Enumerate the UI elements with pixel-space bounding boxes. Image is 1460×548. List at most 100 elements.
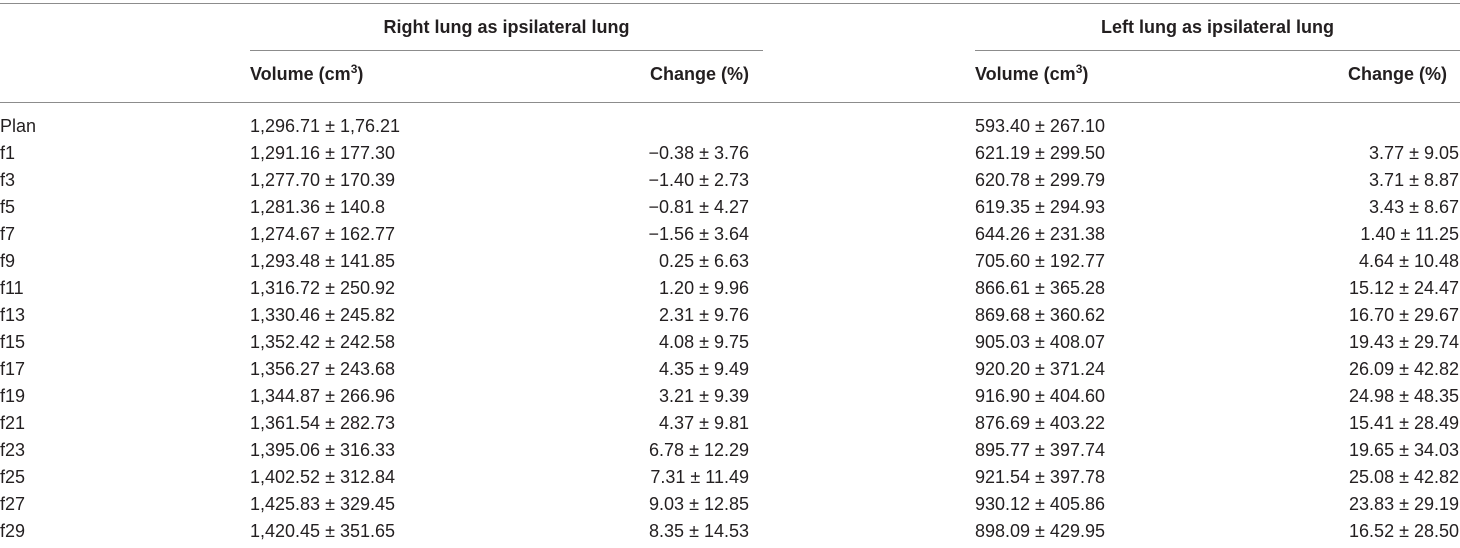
right-change-cell: −0.81 ± 4.27: [648, 197, 749, 217]
group-underline-right: [250, 50, 763, 51]
table-row: f11 1,316.72 ± 250.92 1.20 ± 9.96 866.61 ± …: [0, 276, 1460, 303]
row-label: f11: [0, 278, 24, 298]
group-header-left-lung: Left lung as ipsilateral lung: [1100, 17, 1335, 37]
right-volume-cell: 1,293.48 ± 141.85: [250, 251, 396, 271]
table-body: Plan 1,296.71 ± 1,76.21 593.40 ± 267.10 f1 1…: [0, 114, 1460, 546]
left-change-cell: 25.08 ± 42.82: [1349, 467, 1459, 487]
table-row: f3 1,277.70 ± 170.39 −1.40 ± 2.73 620.78 ± …: [0, 168, 1460, 195]
left-change-cell: 19.43 ± 29.74: [1349, 332, 1459, 352]
left-change-cell: 3.43 ± 8.67: [1369, 197, 1459, 217]
left-change-cell: 3.77 ± 9.05: [1369, 143, 1459, 163]
right-change-cell: 4.35 ± 9.49: [659, 359, 749, 379]
left-change-cell: 3.71 ± 8.87: [1369, 170, 1459, 190]
left-change-cell: 23.83 ± 29.19: [1349, 494, 1459, 514]
right-volume-cell: 1,402.52 ± 312.84: [250, 467, 396, 487]
left-change-cell: 19.65 ± 34.03: [1349, 440, 1459, 460]
table-row: f29 1,420.45 ± 351.65 8.35 ± 14.53 898.09 ±…: [0, 519, 1460, 546]
row-label: f19: [0, 386, 26, 406]
row-label: f13: [0, 305, 26, 325]
left-volume-cell: 920.20 ± 371.24: [975, 359, 1105, 379]
column-header-right-change: Change (%): [650, 64, 749, 84]
right-volume-cell: 1,316.72 ± 250.92: [250, 278, 396, 298]
left-volume-cell: 593.40 ± 267.10: [975, 116, 1105, 136]
row-label: f1: [0, 143, 16, 163]
right-volume-cell: 1,420.45 ± 351.65: [250, 521, 396, 541]
left-change-cell: 4.64 ± 10.48: [1359, 251, 1459, 271]
table-row: f27 1,425.83 ± 329.45 9.03 ± 12.85 930.12 ±…: [0, 492, 1460, 519]
left-volume-cell: 930.12 ± 405.86: [975, 494, 1105, 514]
right-volume-cell: 1,425.83 ± 329.45: [250, 494, 396, 514]
row-label: f7: [0, 224, 16, 244]
table-row: f13 1,330.46 ± 245.82 2.31 ± 9.76 869.68 ± …: [0, 303, 1460, 330]
group-underline-left: [975, 50, 1460, 51]
right-change-cell: 7.31 ± 11.49: [650, 467, 749, 487]
left-volume-cell: 644.26 ± 231.38: [975, 224, 1105, 244]
right-volume-cell: 1,330.46 ± 245.82: [250, 305, 396, 325]
row-label: f21: [0, 413, 26, 433]
row-label: f27: [0, 494, 26, 514]
column-header-right-volume: Volume (cm3): [250, 62, 364, 84]
table-row: f1 1,291.16 ± 177.30 −0.38 ± 3.76 621.19 ± …: [0, 141, 1460, 168]
left-change-cell: 16.70 ± 29.67: [1349, 305, 1459, 325]
table-row: f17 1,356.27 ± 243.68 4.35 ± 9.49 920.20 ± …: [0, 357, 1460, 384]
table-row: f19 1,344.87 ± 266.96 3.21 ± 9.39 916.90 ± …: [0, 384, 1460, 411]
right-change-cell: −0.38 ± 3.76: [648, 143, 749, 163]
left-volume-cell: 620.78 ± 299.79: [975, 170, 1105, 190]
right-volume-cell: 1,291.16 ± 177.30: [250, 143, 396, 163]
left-volume-cell: 916.90 ± 404.60: [975, 386, 1105, 406]
left-volume-cell: 921.54 ± 397.78: [975, 467, 1105, 487]
right-volume-cell: 1,281.36 ± 140.8: [250, 197, 385, 217]
left-change-cell: 24.98 ± 48.35: [1349, 386, 1459, 406]
top-rule: [0, 3, 1460, 4]
left-change-cell: 26.09 ± 42.82: [1349, 359, 1459, 379]
left-volume-cell: 898.09 ± 429.95: [975, 521, 1105, 541]
row-label: f25: [0, 467, 26, 487]
left-change-cell: 15.12 ± 24.47: [1349, 278, 1459, 298]
table-row: f5 1,281.36 ± 140.8 −0.81 ± 4.27 619.35 ± 2…: [0, 195, 1460, 222]
row-label: f15: [0, 332, 26, 352]
right-change-cell: 2.31 ± 9.76: [659, 305, 749, 325]
right-volume-cell: 1,344.87 ± 266.96: [250, 386, 396, 406]
table-row: f21 1,361.54 ± 282.73 4.37 ± 9.81 876.69 ± …: [0, 411, 1460, 438]
left-volume-cell: 876.69 ± 403.22: [975, 413, 1105, 433]
row-label: f29: [0, 521, 26, 541]
right-change-cell: −1.56 ± 3.64: [648, 224, 749, 244]
header-rule: [0, 102, 1460, 103]
right-change-cell: 4.37 ± 9.81: [659, 413, 749, 433]
row-label: f23: [0, 440, 26, 460]
table-row: Plan 1,296.71 ± 1,76.21 593.40 ± 267.10: [0, 114, 1460, 141]
left-change-cell: 1.40 ± 11.25: [1360, 224, 1459, 244]
row-label: Plan: [0, 116, 37, 136]
table-row: f7 1,274.67 ± 162.77 −1.56 ± 3.64 644.26 ± …: [0, 222, 1460, 249]
left-volume-cell: 869.68 ± 360.62: [975, 305, 1105, 325]
row-label: f3: [0, 170, 16, 190]
right-change-cell: 0.25 ± 6.63: [659, 251, 749, 271]
table-row: f15 1,352.42 ± 242.58 4.08 ± 9.75 905.03 ± …: [0, 330, 1460, 357]
right-change-cell: −1.40 ± 2.73: [648, 170, 749, 190]
left-volume-cell: 621.19 ± 299.50: [975, 143, 1105, 163]
table-row: f9 1,293.48 ± 141.85 0.25 ± 6.63 705.60 ± 1…: [0, 249, 1460, 276]
left-volume-cell: 866.61 ± 365.28: [975, 278, 1105, 298]
right-volume-cell: 1,274.67 ± 162.77: [250, 224, 396, 244]
right-change-cell: 1.20 ± 9.96: [659, 278, 749, 298]
left-volume-cell: 619.35 ± 294.93: [975, 197, 1105, 217]
left-volume-cell: 705.60 ± 192.77: [975, 251, 1105, 271]
right-volume-cell: 1,395.06 ± 316.33: [250, 440, 396, 460]
right-volume-cell: 1,361.54 ± 282.73: [250, 413, 396, 433]
left-change-cell: 16.52 ± 28.50: [1349, 521, 1459, 541]
column-header-left-volume: Volume (cm3): [975, 62, 1089, 84]
right-change-cell: 9.03 ± 12.85: [649, 494, 749, 514]
column-header-left-change: Change (%): [1348, 64, 1447, 84]
table-row: f23 1,395.06 ± 316.33 6.78 ± 12.29 895.77 ±…: [0, 438, 1460, 465]
right-volume-cell: 1,356.27 ± 243.68: [250, 359, 396, 379]
left-volume-cell: 895.77 ± 397.74: [975, 440, 1105, 460]
row-label: f17: [0, 359, 26, 379]
right-volume-cell: 1,296.71 ± 1,76.21: [250, 116, 401, 136]
left-volume-cell: 905.03 ± 408.07: [975, 332, 1105, 352]
left-change-cell: 15.41 ± 28.49: [1349, 413, 1459, 433]
right-volume-cell: 1,352.42 ± 242.58: [250, 332, 396, 352]
right-volume-cell: 1,277.70 ± 170.39: [250, 170, 396, 190]
right-change-cell: 8.35 ± 14.53: [649, 521, 749, 541]
right-change-cell: 4.08 ± 9.75: [659, 332, 749, 352]
group-header-right-lung: Right lung as ipsilateral lung: [383, 17, 630, 37]
